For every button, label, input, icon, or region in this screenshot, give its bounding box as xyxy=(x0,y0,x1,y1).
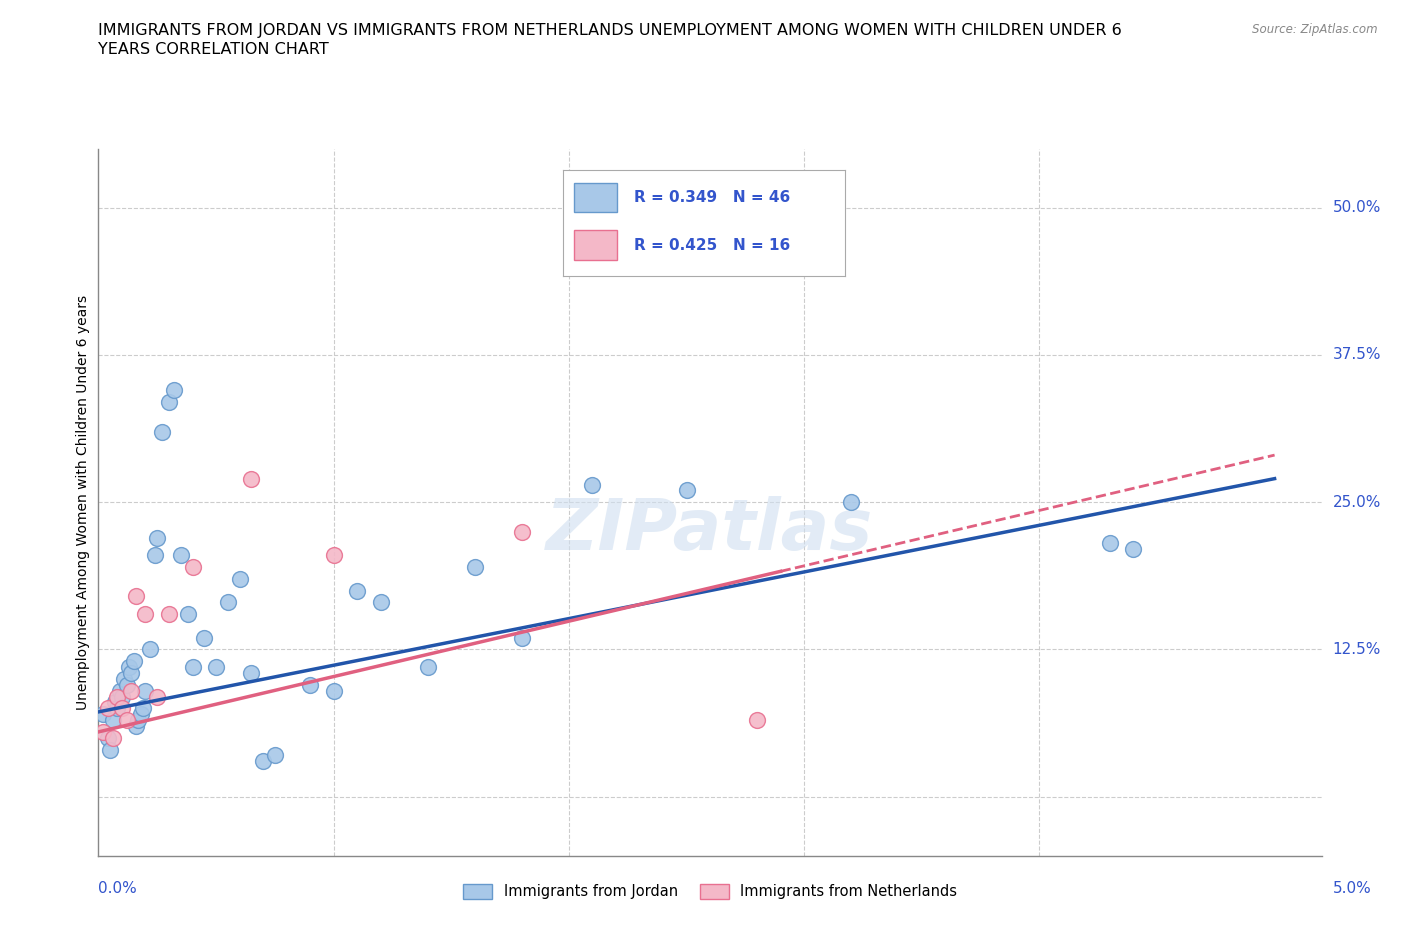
Point xyxy=(115,677,138,692)
Point xyxy=(581,477,603,492)
Point xyxy=(1098,536,1121,551)
Point xyxy=(205,659,228,674)
Point xyxy=(163,383,186,398)
Point xyxy=(193,631,215,645)
Point xyxy=(125,719,148,734)
Point xyxy=(98,742,121,757)
Legend: Immigrants from Jordan, Immigrants from Netherlands: Immigrants from Jordan, Immigrants from … xyxy=(457,878,963,905)
Point xyxy=(101,712,124,727)
Point xyxy=(240,472,263,486)
Point xyxy=(252,754,274,769)
Point xyxy=(115,712,138,727)
Point xyxy=(263,748,285,763)
Point xyxy=(839,495,862,510)
Point xyxy=(675,483,697,498)
Point xyxy=(105,689,128,704)
Point xyxy=(510,525,533,539)
Text: YEARS CORRELATION CHART: YEARS CORRELATION CHART xyxy=(98,42,329,57)
Point xyxy=(122,654,145,669)
Point xyxy=(157,394,180,409)
Point xyxy=(120,684,142,698)
Point xyxy=(134,684,156,698)
Y-axis label: Unemployment Among Women with Children Under 6 years: Unemployment Among Women with Children U… xyxy=(76,295,90,710)
Point xyxy=(111,701,134,716)
Text: 37.5%: 37.5% xyxy=(1333,348,1381,363)
Point xyxy=(346,583,368,598)
Point xyxy=(181,560,204,575)
Point xyxy=(240,666,263,681)
Point xyxy=(118,659,141,674)
Point xyxy=(510,631,533,645)
Point xyxy=(120,666,142,681)
Point xyxy=(177,606,200,621)
Point xyxy=(91,707,114,722)
Text: 25.0%: 25.0% xyxy=(1333,495,1381,510)
Point xyxy=(134,606,156,621)
Text: 0.0%: 0.0% xyxy=(98,881,138,896)
Text: 5.0%: 5.0% xyxy=(1333,881,1371,896)
Point xyxy=(464,560,486,575)
Point xyxy=(104,695,127,710)
Point xyxy=(146,530,169,545)
Text: IMMIGRANTS FROM JORDAN VS IMMIGRANTS FROM NETHERLANDS UNEMPLOYMENT AMONG WOMEN W: IMMIGRANTS FROM JORDAN VS IMMIGRANTS FRO… xyxy=(98,23,1122,38)
Point xyxy=(745,712,768,727)
Point xyxy=(228,571,250,586)
Text: Source: ZipAtlas.com: Source: ZipAtlas.com xyxy=(1253,23,1378,36)
Point xyxy=(97,701,120,716)
Point xyxy=(105,701,128,716)
Point xyxy=(108,684,131,698)
Point xyxy=(322,548,344,563)
Point xyxy=(132,701,155,716)
Point xyxy=(127,712,149,727)
Point xyxy=(299,677,322,692)
Point xyxy=(322,684,344,698)
Point xyxy=(101,730,124,745)
Point xyxy=(125,589,148,604)
Point xyxy=(139,642,162,657)
Point xyxy=(217,595,239,610)
Point xyxy=(129,707,152,722)
Point xyxy=(111,689,134,704)
Point xyxy=(91,724,114,739)
Point xyxy=(181,659,204,674)
Point xyxy=(143,548,166,563)
Point xyxy=(370,595,392,610)
Point xyxy=(157,606,180,621)
Point xyxy=(146,689,169,704)
Text: 50.0%: 50.0% xyxy=(1333,200,1381,215)
Point xyxy=(1122,542,1144,557)
Text: 12.5%: 12.5% xyxy=(1333,642,1381,657)
Point xyxy=(150,424,173,439)
Text: ZIPatlas: ZIPatlas xyxy=(547,496,873,565)
Point xyxy=(97,730,120,745)
Point xyxy=(416,659,439,674)
Point xyxy=(112,671,135,686)
Point xyxy=(170,548,193,563)
